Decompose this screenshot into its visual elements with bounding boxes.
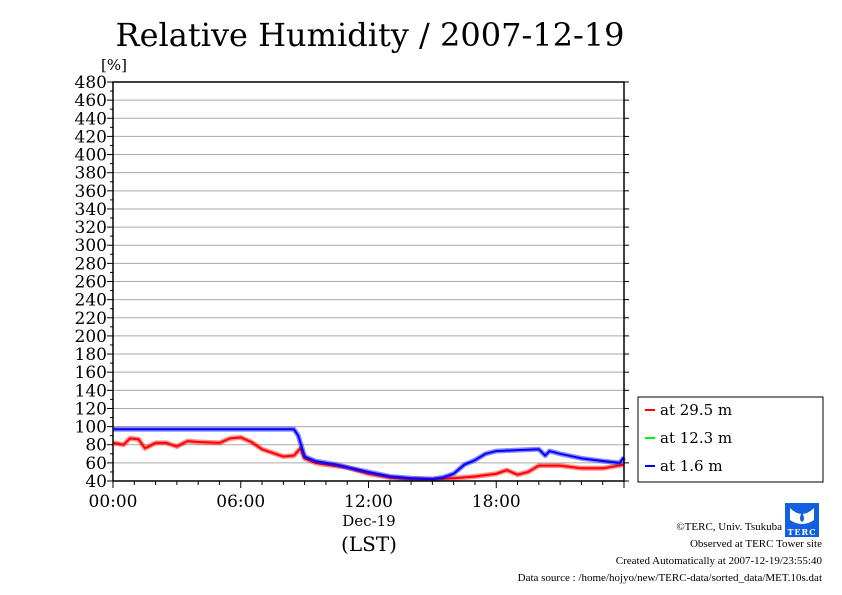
- y-tick-label: 300: [75, 236, 107, 256]
- terc-logo: TERC: [785, 503, 819, 537]
- date-label: Dec-19: [342, 512, 395, 530]
- legend-label: at 29.5 m: [660, 401, 732, 419]
- y-tick-label: 400: [75, 146, 107, 166]
- series-line: [112, 436, 625, 481]
- y-tick-label: 460: [75, 91, 107, 111]
- x-tick-label: 12:00: [344, 492, 393, 512]
- copyright: ©TERC, Univ. Tsukuba: [676, 521, 782, 533]
- y-tick-label: 420: [75, 127, 107, 147]
- y-axis-label: [%]: [101, 56, 127, 74]
- y-tick-label: 280: [75, 254, 107, 274]
- x-tick-label: 06:00: [216, 492, 265, 512]
- y-tick-label: 120: [75, 399, 107, 419]
- y-tick-label: 40: [85, 472, 107, 492]
- x-tick-label: 18:00: [472, 492, 521, 512]
- legend: at 29.5 m at 12.3 m at 1.6 m: [637, 396, 824, 483]
- x-axis-label: (LST): [341, 532, 397, 556]
- series-line: [113, 428, 625, 481]
- y-tick-label: 180: [75, 345, 107, 365]
- y-tick-label: 60: [85, 454, 107, 474]
- observed-note: Observed at TERC Tower site: [689, 538, 822, 550]
- logo-text: TERC: [787, 527, 816, 537]
- y-tick-label: 200: [75, 327, 107, 347]
- y-tick-label: 340: [75, 200, 107, 220]
- y-tick-label: 480: [75, 73, 107, 93]
- y-tick-label: 220: [75, 309, 107, 329]
- legend-label: at 12.3 m: [660, 429, 732, 447]
- y-tick-label: 240: [75, 291, 107, 311]
- y-tick-label: 160: [75, 363, 107, 383]
- data-source: Data source : /home/hojyo/new/TERC-data/…: [517, 572, 822, 584]
- y-tick-label: 260: [75, 273, 107, 293]
- y-tick-label: 320: [75, 218, 107, 238]
- x-tick-label: 00:00: [89, 492, 138, 512]
- y-tick-label: 440: [75, 109, 107, 129]
- y-tick-label: 100: [75, 418, 107, 438]
- legend-box: [637, 396, 824, 483]
- y-tick-label: 80: [85, 436, 107, 456]
- y-tick-label: 140: [75, 381, 107, 401]
- legend-label: at 1.6 m: [660, 457, 723, 475]
- y-tick-label: 360: [75, 182, 107, 202]
- created-note: Created Automatically at 2007-12-19/23:5…: [615, 555, 822, 567]
- chart-title: Relative Humidity / 2007-12-19: [116, 16, 625, 54]
- y-tick-label: 380: [75, 164, 107, 184]
